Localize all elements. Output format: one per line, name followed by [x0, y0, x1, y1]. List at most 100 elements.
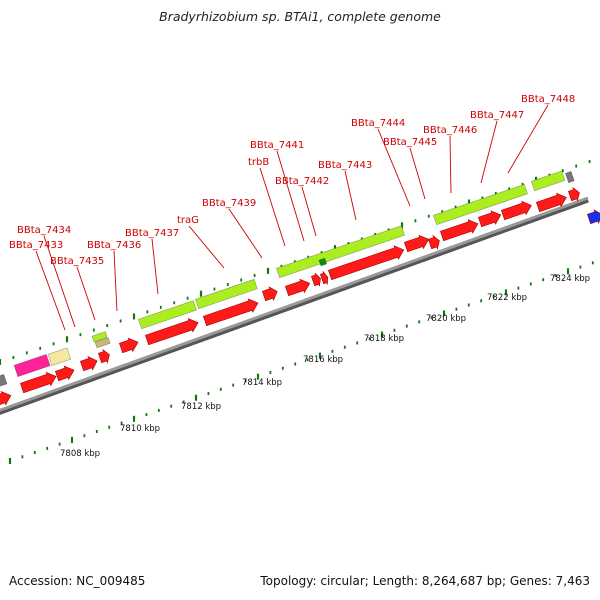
cds-arrow[interactable] — [478, 208, 503, 228]
other-gene[interactable] — [13, 353, 51, 378]
orthologous-gene-shape[interactable] — [195, 278, 258, 310]
cds-arrow[interactable] — [55, 364, 77, 383]
callout-line — [35, 250, 66, 331]
cds-arrow-shape[interactable] — [98, 348, 112, 364]
gray-gene-left-shape[interactable] — [0, 374, 8, 389]
cds-arrow-shape[interactable] — [501, 199, 534, 222]
gray-gene-shape[interactable] — [565, 170, 575, 184]
cds-arrow[interactable] — [404, 233, 431, 254]
kbp-label: 7814 kbp — [242, 378, 282, 388]
cds-arrow-shape[interactable] — [428, 234, 442, 250]
cds-arrow[interactable] — [428, 234, 442, 250]
orthologous-gene[interactable] — [433, 183, 528, 226]
gene-label[interactable]: BBta_7445 — [383, 137, 437, 148]
orthologous-gene[interactable] — [531, 170, 566, 192]
gene-label[interactable]: BBta_7446 — [423, 125, 477, 136]
gene-label[interactable]: BBta_7434 — [17, 225, 71, 236]
gene-label[interactable]: BBta_7441 — [250, 140, 304, 151]
cds-arrow-shape[interactable] — [440, 217, 480, 242]
cds-arrow[interactable] — [98, 348, 112, 364]
gene-label[interactable]: BBta_7436 — [87, 240, 141, 251]
cds-arrow[interactable] — [328, 243, 406, 281]
cds-arrow-shape[interactable] — [262, 285, 280, 303]
blue-gene-shape[interactable] — [587, 208, 600, 226]
orthologous-gene-shape[interactable] — [138, 300, 197, 330]
cds-arrow-shape[interactable] — [478, 208, 503, 228]
cds-arrow[interactable] — [262, 285, 280, 303]
olive-gene-shape[interactable] — [94, 337, 111, 349]
kbp-label: 7824 kbp — [550, 274, 590, 284]
kbp-label: 7812 kbp — [181, 402, 221, 412]
orthologous-gene[interactable] — [195, 278, 258, 310]
gene-label[interactable]: BBta_7435 — [50, 256, 104, 267]
cds-arrow-shape[interactable] — [568, 186, 582, 202]
cds-arrow-shape[interactable] — [20, 370, 59, 395]
cds-arrow-shape[interactable] — [311, 272, 323, 288]
cds-arrow[interactable] — [119, 336, 141, 355]
cds-arrow[interactable] — [20, 370, 59, 395]
orthologous-gene-shape[interactable] — [433, 183, 528, 226]
orthologous-gene-shape[interactable] — [531, 170, 566, 192]
cds-arrow-shape[interactable] — [328, 243, 406, 281]
map-title: Bradyrhizobium sp. BTAi1, complete genom… — [159, 9, 441, 24]
cds-arrow-shape[interactable] — [119, 336, 141, 355]
small-gene[interactable] — [91, 331, 108, 343]
cds-arrow[interactable] — [311, 272, 323, 288]
other-gene-shape[interactable] — [13, 353, 51, 378]
backbone-shadow — [0, 197, 589, 415]
marker-gene[interactable] — [318, 257, 328, 267]
genome-summary: Topology: circular; Length: 8,264,687 bp… — [260, 574, 590, 588]
cds-arrow[interactable] — [0, 389, 13, 409]
cds-arrow-shape[interactable] — [55, 364, 77, 383]
scale-labels: 7808 kbp 7810 kbp 7812 kbp 7814 kbp 7816 kbp… — [60, 274, 590, 459]
kbp-label: 7808 kbp — [60, 449, 100, 459]
cds-arrow-shape[interactable] — [404, 233, 431, 254]
lower-tick-row — [8, 261, 594, 464]
olive-gene[interactable] — [94, 337, 111, 349]
gene-label[interactable]: BBta_7444 — [351, 118, 405, 129]
gene-track[interactable] — [0, 170, 600, 409]
blue-gene[interactable] — [587, 208, 600, 226]
cds-arrow-shape[interactable] — [0, 389, 13, 409]
callout-line — [409, 147, 426, 200]
gene-label[interactable]: BBta_7437 — [125, 228, 179, 239]
gene-label[interactable]: traG — [177, 215, 199, 226]
pale-gene[interactable] — [47, 347, 72, 367]
cds-arrow-shape[interactable] — [203, 296, 261, 327]
cds-arrow[interactable] — [440, 217, 480, 242]
orthologous-gene-shape[interactable] — [276, 225, 405, 279]
gene-label[interactable]: BBta_7448 — [521, 94, 575, 105]
kbp-label: 7818 kbp — [364, 334, 404, 344]
gene-label[interactable]: BBta_7442 — [275, 176, 329, 187]
small-gene-shape[interactable] — [91, 331, 108, 343]
gene-label[interactable]: trbB — [248, 157, 269, 168]
cds-arrow-shape[interactable] — [80, 354, 100, 372]
cds-arrow[interactable] — [320, 270, 330, 285]
callout-line — [480, 120, 498, 184]
cds-arrow[interactable] — [285, 277, 312, 298]
gene-label[interactable]: BBta_7433 — [9, 240, 63, 251]
gray-gene-left[interactable] — [0, 374, 8, 389]
orthologous-gene[interactable] — [276, 225, 405, 279]
marker-gene-shape[interactable] — [318, 257, 328, 267]
cds-arrow[interactable] — [203, 296, 261, 327]
callout-line — [259, 167, 286, 247]
cds-arrow[interactable] — [568, 186, 582, 202]
cds-arrow[interactable] — [145, 316, 201, 347]
accession-text: Accession: NC_009485 — [9, 574, 146, 588]
gene-label[interactable]: BBta_7447 — [470, 110, 524, 121]
orthologous-gene[interactable] — [138, 300, 197, 330]
pale-gene-shape[interactable] — [47, 347, 72, 367]
cds-arrow-shape[interactable] — [536, 191, 569, 214]
gene-label[interactable]: BBta_7439 — [202, 198, 256, 209]
cds-arrow[interactable] — [80, 354, 100, 372]
cds-arrow-shape[interactable] — [285, 277, 312, 298]
gene-label[interactable]: BBta_7443 — [318, 160, 372, 171]
gray-gene[interactable] — [565, 170, 575, 184]
genome-backbone — [0, 196, 589, 415]
cds-arrow-shape[interactable] — [145, 316, 201, 347]
cds-arrow[interactable] — [536, 191, 569, 214]
cds-arrow-shape[interactable] — [320, 270, 330, 285]
cds-arrow[interactable] — [501, 199, 534, 222]
